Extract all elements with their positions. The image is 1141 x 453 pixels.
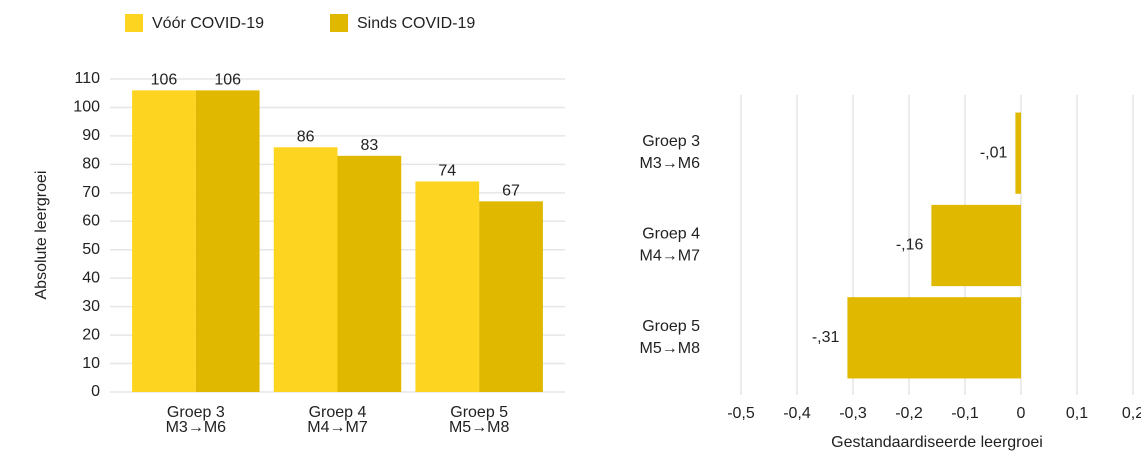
y-tick-label: 10 bbox=[82, 355, 100, 372]
x-tick-label: 0,2 bbox=[1122, 405, 1141, 422]
bar bbox=[273, 147, 338, 392]
x-tick-label: -0,4 bbox=[783, 405, 811, 422]
bar bbox=[415, 181, 480, 392]
bar bbox=[337, 155, 402, 392]
x-tick-label: -0,1 bbox=[951, 405, 979, 422]
y-tick-label: 80 bbox=[82, 156, 100, 173]
bar bbox=[132, 90, 196, 392]
x-tick-label: Groep 3 M3→M6 bbox=[166, 404, 227, 436]
data-label: 67 bbox=[502, 183, 520, 200]
y-axis-label: Absolute leergroei bbox=[33, 171, 50, 300]
y-tick-label: 70 bbox=[82, 184, 100, 201]
bar bbox=[195, 90, 260, 392]
y-tick-label: 90 bbox=[82, 127, 100, 144]
x-axis-label: Gestandaardiseerde leergroei bbox=[831, 434, 1043, 451]
x-tick-label: Groep 4 M4→M7 bbox=[307, 404, 368, 436]
data-label: 106 bbox=[214, 72, 241, 89]
bar bbox=[847, 297, 1021, 379]
legend-swatch bbox=[330, 14, 348, 32]
y-tick-label: Groep 3 M3→M6 bbox=[640, 133, 701, 172]
legend-label: Vóór COVID-19 bbox=[152, 15, 264, 32]
x-tick-label: Groep 5 M5→M8 bbox=[449, 404, 510, 436]
bar bbox=[1015, 112, 1021, 194]
y-tick-label: 0 bbox=[91, 383, 100, 400]
data-label: -,31 bbox=[812, 329, 840, 346]
y-tick-label: 40 bbox=[82, 269, 100, 286]
y-tick-label: 30 bbox=[82, 298, 100, 315]
bar bbox=[479, 201, 543, 392]
x-tick-label: -0,5 bbox=[727, 405, 755, 422]
y-tick-label: 100 bbox=[73, 99, 100, 116]
x-tick-label: 0,1 bbox=[1066, 405, 1088, 422]
y-tick-label: 50 bbox=[82, 241, 100, 258]
bar bbox=[931, 204, 1021, 287]
x-tick-label: -0,3 bbox=[839, 405, 867, 422]
data-label: 106 bbox=[151, 72, 178, 89]
data-label: -,01 bbox=[980, 144, 1008, 161]
data-label: -,16 bbox=[896, 237, 924, 254]
y-tick-label: Groep 4 M4→M7 bbox=[640, 226, 701, 265]
legend-swatch bbox=[125, 14, 143, 32]
data-label: 83 bbox=[360, 137, 378, 154]
data-label: 74 bbox=[438, 163, 456, 180]
y-tick-label: 110 bbox=[74, 70, 100, 87]
x-tick-label: -0,2 bbox=[895, 405, 923, 422]
x-tick-label: 0 bbox=[1017, 405, 1026, 422]
y-tick-label: 60 bbox=[82, 212, 100, 229]
data-label: 86 bbox=[297, 129, 315, 146]
legend-label: Sinds COVID-19 bbox=[357, 15, 475, 32]
y-tick-label: 20 bbox=[82, 326, 100, 343]
y-tick-label: Groep 5 M5→M8 bbox=[640, 318, 701, 357]
